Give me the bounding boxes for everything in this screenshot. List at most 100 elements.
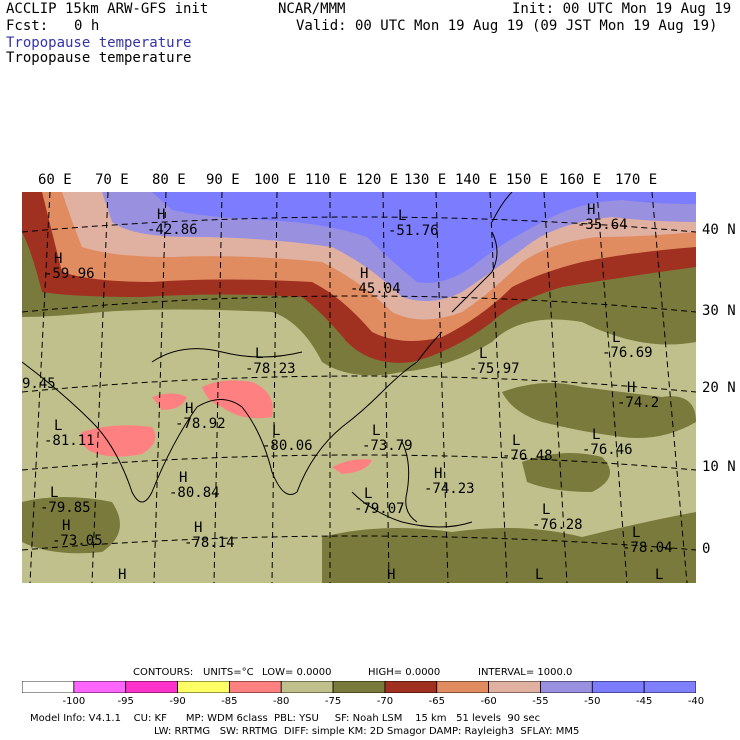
- valid-time: Valid: 00 UTC Mon 19 Aug 19 (09 JST Mon …: [296, 18, 718, 34]
- low-center-marker: L: [612, 330, 620, 346]
- latitude-label: 0: [702, 541, 711, 557]
- longitude-label: 100 E: [254, 172, 297, 188]
- colorbar-tick-label: -90: [169, 696, 186, 707]
- colorbar-tick-label: -95: [117, 696, 134, 707]
- low-center-marker: L: [364, 486, 372, 502]
- center-value-label: -78.04: [622, 540, 673, 556]
- low-center-marker: L: [632, 525, 640, 541]
- patch-olive-3: [322, 512, 696, 583]
- colorbar-swatch: [643, 681, 696, 693]
- center-value-label: 9.45: [22, 376, 56, 392]
- longitude-label: 170 E: [615, 172, 658, 188]
- latitude-label: 10 N: [702, 459, 736, 475]
- center-value-label: -45.04: [350, 281, 401, 297]
- center-value-label: -59.96: [44, 266, 95, 282]
- high-center-marker: H: [627, 380, 635, 396]
- longitude-label: 140 E: [455, 172, 498, 188]
- high-center-marker: H: [185, 401, 193, 417]
- low-center-marker: L: [255, 346, 263, 362]
- center-value-label: -42.86: [147, 222, 198, 238]
- low-center-marker: L: [512, 433, 520, 449]
- longitude-label: 130 E: [404, 172, 447, 188]
- low-center-marker: L: [535, 567, 543, 583]
- colorbar-tick-label: -65: [428, 696, 445, 707]
- longitude-label: 80 E: [152, 172, 186, 188]
- contours-interval: INTERVAL= 1000.0: [478, 667, 573, 678]
- patch-olive-1: [502, 383, 696, 438]
- longitude-label: 120 E: [356, 172, 399, 188]
- contours-units: UNITS=°C: [203, 667, 254, 678]
- low-center-marker: L: [592, 427, 600, 443]
- graticule: [22, 192, 696, 583]
- colorbar-swatch: [384, 681, 438, 693]
- latitude-label: 30 N: [702, 303, 736, 319]
- center-value-label: -74.23: [424, 481, 475, 497]
- center-value-label: -51.76: [388, 223, 439, 239]
- center-value-label: -81.11: [44, 433, 95, 449]
- low-center-marker: L: [655, 567, 663, 583]
- latitude-label: 20 N: [702, 380, 736, 396]
- center-value-label: -35.64: [577, 217, 628, 233]
- patch-salmon-1: [202, 380, 273, 419]
- patch-salmon-4: [332, 459, 372, 474]
- contours-label: CONTOURS:: [133, 667, 194, 678]
- center-value-label: -74.2: [617, 395, 659, 411]
- init-time: Init: 00 UTC Mon 19 Aug 19: [512, 1, 732, 17]
- high-center-marker: H: [360, 266, 368, 282]
- patch-olive-4: [522, 453, 610, 492]
- center-value-label: -78.23: [245, 361, 296, 377]
- high-center-marker: H: [194, 520, 202, 536]
- center-value-label: -78.14: [184, 535, 235, 551]
- colorbar-tick-label: -70: [376, 696, 394, 707]
- low-center-marker: L: [479, 346, 487, 362]
- colorbar-tick-label: -80: [273, 696, 290, 707]
- center-value-label: -76.48: [502, 448, 553, 464]
- longitude-label: 70 E: [95, 172, 129, 188]
- center-value-label: -78.92: [175, 416, 226, 432]
- center-value-label: -76.69: [602, 345, 653, 361]
- center-value-label: -79.07: [354, 501, 405, 517]
- high-center-marker: H: [62, 518, 70, 534]
- forecast-label: Fcst:: [6, 18, 49, 34]
- patch-salmon-2: [80, 425, 156, 457]
- center-name: NCAR/MMM: [278, 1, 346, 17]
- high-center-marker: H: [387, 567, 395, 583]
- colorbar-tick-label: -40: [687, 696, 705, 707]
- patch-olive-2: [22, 497, 120, 554]
- low-center-marker: L: [542, 502, 550, 518]
- tropopause-temperature-map: H-42.86L-51.76H-35.64H-59.96 H-45.04L-76.…: [22, 192, 696, 583]
- center-value-label: -76.46: [582, 442, 633, 458]
- low-center-marker: L: [50, 485, 58, 501]
- center-value-label: -80.84: [169, 485, 220, 501]
- patch-salmon-3: [152, 393, 187, 410]
- forecast-value: 0 h: [74, 18, 100, 34]
- colorbar-swatch: [540, 681, 593, 693]
- contours-low: LOW= 0.0000: [262, 667, 332, 678]
- longitude-label: 90 E: [206, 172, 240, 188]
- colorbar-swatch: [332, 681, 386, 693]
- longitude-label: 160 E: [559, 172, 602, 188]
- longitude-label: 60 E: [38, 172, 72, 188]
- colorbar-tick-label: -75: [324, 696, 342, 707]
- contours-high: HIGH= 0.0000: [368, 667, 441, 678]
- model-title: ACCLIP 15km ARW-GFS init: [6, 1, 209, 17]
- center-value-label: -73.79: [362, 438, 413, 454]
- colorbar-swatch: [22, 681, 75, 693]
- footer-model-info: Model Info: V4.1.1 CU: KF MP: WDM 6class…: [30, 713, 541, 724]
- field-title-secondary: Tropopause temperature: [6, 50, 192, 66]
- high-center-marker: H: [587, 202, 595, 218]
- footer-physics-info: LW: RRTMG SW: RRTMG DIFF: simple KM: 2D …: [154, 726, 580, 737]
- longitude-label: 110 E: [305, 172, 348, 188]
- longitude-label: 150 E: [506, 172, 549, 188]
- low-center-marker: L: [272, 423, 280, 439]
- low-center-marker: L: [398, 208, 406, 224]
- colorbar-tick-label: -85: [221, 696, 238, 707]
- center-value-label: -80.06: [262, 438, 313, 454]
- colorbar-tick-label: -45: [635, 696, 653, 707]
- coastlines: [22, 192, 513, 528]
- field-title-primary: Tropopause temperature: [6, 35, 192, 51]
- low-center-marker: L: [54, 418, 62, 434]
- center-value-label: -79.85: [40, 500, 91, 516]
- pressure-center-labels: H-42.86L-51.76H-35.64H-59.96 H-45.04L-76.…: [22, 202, 673, 583]
- low-center-marker: L: [372, 423, 380, 439]
